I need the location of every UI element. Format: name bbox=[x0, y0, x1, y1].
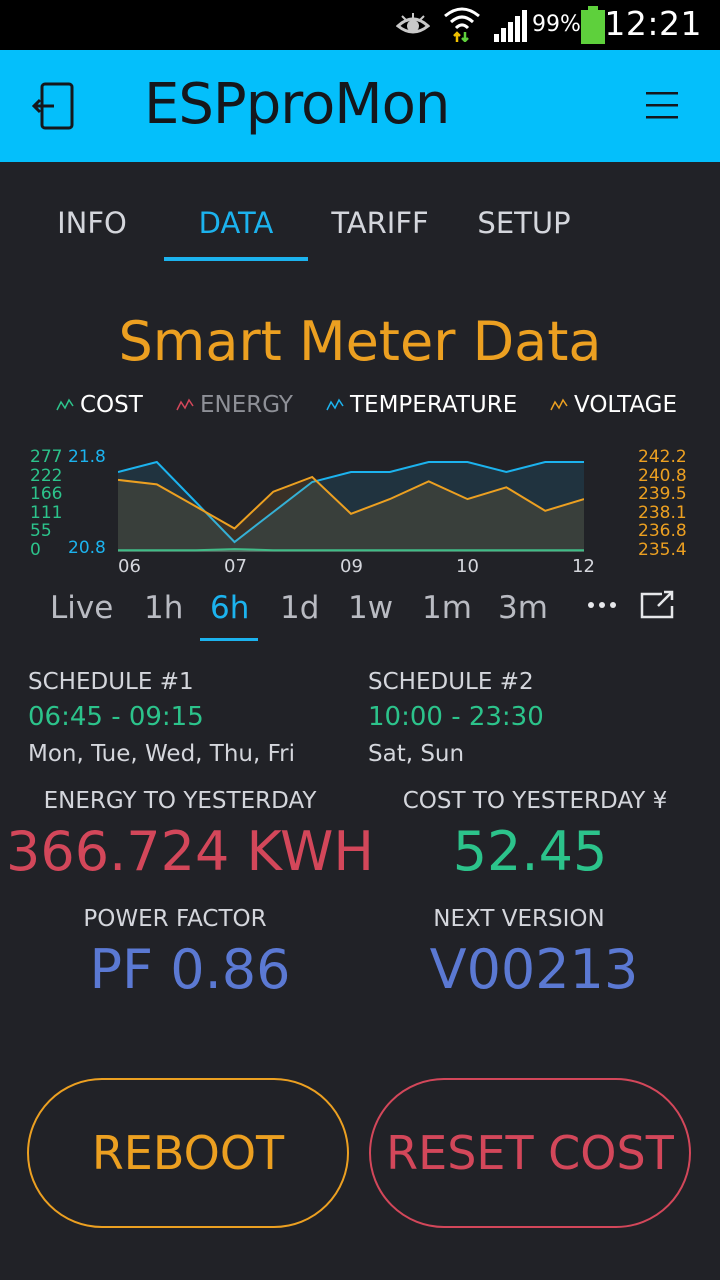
x-tick: 12 bbox=[572, 556, 595, 577]
power-factor-value: PF 0.86 bbox=[89, 938, 291, 1001]
schedule-2-time: 10:00 - 23:30 bbox=[368, 702, 544, 732]
battery-percentage: 99% bbox=[532, 12, 581, 37]
time-range-selector: Live 1h 6h 1d 1w 1m 3m bbox=[0, 590, 720, 650]
legend-cost-label: COST bbox=[80, 392, 143, 418]
x-tick: 10 bbox=[456, 556, 479, 577]
logout-icon[interactable] bbox=[32, 82, 76, 132]
legend-voltage[interactable]: VOLTAGE bbox=[550, 392, 677, 418]
cost-label: COST TO YESTERDAY ¥ bbox=[402, 788, 668, 814]
power-factor-label: POWER FACTOR bbox=[83, 906, 267, 932]
x-tick: 09 bbox=[340, 556, 363, 577]
schedule-1-days: Mon, Tue, Wed, Thu, Fri bbox=[28, 741, 296, 767]
voltage-axis-tick: 235.4 bbox=[638, 539, 687, 560]
voltage-axis-tick: 242.2 bbox=[638, 447, 687, 467]
schedule-1-time: 06:45 - 09:15 bbox=[28, 702, 204, 732]
cost-series-icon bbox=[56, 398, 74, 411]
active-tab-indicator bbox=[164, 257, 308, 261]
app-bar: ESPproMon bbox=[0, 50, 720, 162]
battery-icon bbox=[581, 6, 605, 44]
range-1m[interactable]: 1m bbox=[422, 590, 472, 626]
legend-energy[interactable]: ENERGY bbox=[176, 392, 293, 418]
voltage-axis-tick: 236.8 bbox=[638, 521, 687, 541]
voltage-axis-ticks: 242.2 240.8 239.5 238.1 236.8 235.4 bbox=[638, 448, 687, 559]
tab-setup[interactable]: SETUP bbox=[477, 206, 571, 240]
next-version-value: V00213 bbox=[429, 938, 639, 1001]
range-1w[interactable]: 1w bbox=[348, 590, 394, 626]
reset-cost-button[interactable]: RESET COST bbox=[369, 1078, 691, 1228]
legend-temperature-label: TEMPERATURE bbox=[350, 392, 518, 418]
chart-title: Smart Meter Data bbox=[118, 310, 602, 373]
cost-axis-tick: 55 bbox=[30, 521, 52, 541]
legend-voltage-label: VOLTAGE bbox=[574, 392, 678, 418]
voltage-axis-tick: 238.1 bbox=[638, 502, 687, 523]
cost-value: 52.45 bbox=[452, 820, 608, 883]
legend-energy-label: ENERGY bbox=[200, 392, 293, 418]
energy-value: 366.724 KWH bbox=[6, 820, 374, 883]
x-tick: 06 bbox=[118, 556, 141, 577]
schedule-1-label: SCHEDULE #1 bbox=[28, 669, 194, 695]
voltage-axis-tick: 239.5 bbox=[638, 484, 687, 504]
cost-axis-tick: 0 bbox=[30, 539, 41, 560]
range-6h[interactable]: 6h bbox=[210, 590, 250, 626]
clock: 12:21 bbox=[604, 4, 702, 43]
temperature-axis-top: 21.8 bbox=[68, 447, 106, 467]
legend-cost[interactable]: COST bbox=[56, 392, 143, 418]
cost-axis-tick: 111 bbox=[30, 502, 63, 523]
cost-line bbox=[118, 548, 584, 552]
temperature-axis-bottom: 20.8 bbox=[68, 538, 106, 558]
temperature-series-icon bbox=[326, 398, 344, 411]
energy-series-icon bbox=[176, 398, 194, 411]
schedule-2-days: Sat, Sun bbox=[368, 741, 465, 767]
cost-axis-tick: 277 bbox=[30, 447, 63, 467]
energy-label: ENERGY TO YESTERDAY bbox=[43, 788, 317, 814]
voltage-series-icon bbox=[550, 398, 568, 411]
schedule-2-label: SCHEDULE #2 bbox=[368, 669, 534, 695]
range-live[interactable]: Live bbox=[50, 590, 114, 626]
temperature-area bbox=[118, 462, 584, 552]
signal-icon bbox=[494, 10, 527, 42]
temperature-line bbox=[118, 460, 584, 544]
app-title: ESPproMon bbox=[144, 72, 450, 137]
line-chart[interactable] bbox=[118, 452, 584, 552]
hamburger-menu-icon[interactable] bbox=[646, 90, 678, 120]
range-3m[interactable]: 3m bbox=[498, 590, 548, 626]
tab-info[interactable]: INFO bbox=[57, 206, 127, 240]
reboot-button[interactable]: REBOOT bbox=[27, 1078, 349, 1228]
cost-axis-ticks: 277 222 166 111 55 0 bbox=[30, 448, 62, 559]
cost-axis-tick: 222 bbox=[30, 465, 63, 486]
tab-tariff[interactable]: TARIFF bbox=[331, 206, 429, 240]
next-version-label: NEXT VERSION bbox=[433, 906, 605, 932]
voltage-line bbox=[118, 475, 584, 530]
range-1h[interactable]: 1h bbox=[144, 590, 184, 626]
x-tick: 07 bbox=[224, 556, 247, 577]
range-1d[interactable]: 1d bbox=[280, 590, 320, 626]
status-bar: 99% 12:21 bbox=[0, 0, 720, 50]
more-options-icon[interactable] bbox=[586, 600, 618, 610]
cost-axis-tick: 166 bbox=[30, 484, 63, 504]
wifi-icon bbox=[444, 7, 480, 42]
tab-data[interactable]: DATA bbox=[198, 206, 274, 240]
open-external-icon[interactable] bbox=[640, 590, 676, 620]
voltage-axis-tick: 240.8 bbox=[638, 465, 687, 486]
legend-temperature[interactable]: TEMPERATURE bbox=[326, 392, 517, 418]
active-range-indicator bbox=[200, 638, 258, 641]
eye-icon bbox=[396, 13, 430, 34]
